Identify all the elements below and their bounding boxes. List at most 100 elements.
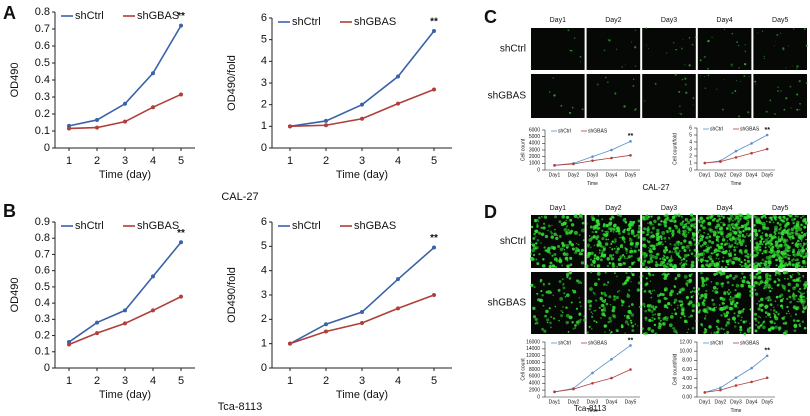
cell-dot	[625, 252, 628, 254]
cell-dot	[680, 264, 685, 269]
cell-dot	[565, 215, 570, 219]
cell-dot	[668, 236, 670, 239]
cell-dot	[678, 112, 680, 115]
cell-dot	[768, 264, 771, 267]
cell-dot	[725, 259, 730, 264]
micrograph	[586, 74, 641, 118]
cell-dot	[730, 63, 733, 66]
cell-dot	[726, 321, 730, 325]
data-point	[629, 344, 632, 347]
cell-dot	[560, 222, 565, 227]
cell-dot	[765, 315, 767, 318]
cell-dot	[727, 263, 730, 266]
legend-label: shCtrl	[710, 126, 723, 132]
cell-dot	[755, 83, 757, 85]
cell-dot	[686, 284, 689, 287]
cell-dot	[621, 254, 625, 257]
legend-label: shGBAS	[740, 340, 760, 346]
cell-dot	[780, 250, 784, 255]
cell-dot	[578, 233, 581, 236]
cell-dot	[627, 232, 631, 236]
cell-dot	[786, 249, 790, 253]
cell-dot	[704, 87, 707, 90]
cell-dot	[689, 248, 691, 250]
cell-dot	[697, 242, 700, 245]
cell-dot	[639, 276, 641, 278]
y-tick-label: 3	[261, 77, 267, 89]
cell-dot	[729, 237, 734, 242]
cell-dot	[733, 246, 736, 249]
cell-dot	[777, 284, 780, 287]
cell-dot	[638, 224, 641, 227]
cell-dot	[779, 243, 783, 248]
cell-dot	[585, 264, 589, 268]
cell-dot	[560, 104, 563, 107]
cell-dot	[595, 255, 600, 260]
cell-dot	[738, 257, 741, 260]
cell-dot	[722, 250, 726, 255]
cell-dot	[770, 326, 773, 329]
cell-dot	[739, 242, 744, 247]
cell-dot	[650, 231, 653, 234]
cell-dot	[641, 230, 645, 234]
cell-dot	[562, 306, 564, 308]
cell-dot	[626, 316, 630, 320]
cell-dot	[734, 289, 737, 292]
cell-dot	[767, 328, 771, 331]
cell-dot	[609, 319, 613, 323]
cell-dot	[757, 262, 761, 266]
cell-dot	[692, 294, 695, 297]
cell-dot	[647, 246, 650, 249]
cell-dot	[648, 290, 652, 293]
y-tick-label: 0.2	[35, 108, 50, 120]
cell-dot	[654, 263, 659, 268]
cell-dot	[535, 258, 538, 261]
cell-dot	[767, 295, 771, 300]
cell-dot	[671, 327, 674, 329]
cell-dot	[707, 244, 709, 246]
cell-dot	[729, 296, 732, 298]
cell-dot	[569, 230, 573, 235]
cell-dot	[603, 324, 607, 328]
cell-dot	[685, 259, 688, 262]
cell-dot	[715, 290, 719, 294]
cell-dot	[768, 277, 770, 280]
cell-dot	[738, 45, 740, 47]
cell-dot	[626, 227, 630, 232]
y-tick-label: 6	[261, 12, 267, 24]
data-point	[151, 71, 155, 76]
data-point	[288, 341, 292, 346]
cell-dot	[781, 284, 784, 287]
cell-dot	[804, 252, 809, 256]
micrograph	[586, 28, 641, 70]
cell-dot	[548, 91, 551, 93]
cell-dot	[781, 257, 784, 260]
cell-dot	[688, 37, 691, 39]
x-axis-label: Time	[731, 408, 742, 414]
cell-dot	[606, 257, 610, 261]
cell-dot	[679, 316, 682, 319]
cell-dot	[581, 108, 584, 111]
cell-dot	[594, 230, 598, 234]
cell-dot	[557, 288, 561, 292]
cell-dot	[805, 238, 807, 241]
cell-dot	[733, 312, 736, 315]
cell-dot	[637, 325, 639, 327]
cell-dot	[745, 254, 748, 257]
y-tick-label: 14000	[526, 346, 540, 352]
data-point	[123, 101, 127, 106]
legend-label: shGBAS	[137, 220, 179, 232]
cell-dot	[789, 231, 793, 236]
cell-dot	[759, 240, 763, 244]
cell-dot	[727, 292, 731, 296]
cell-dot	[588, 304, 592, 308]
significance: **	[628, 337, 634, 344]
cell-dot	[568, 111, 572, 114]
cell-dot	[781, 230, 785, 234]
cell-dot	[784, 321, 788, 325]
cell-dot	[680, 112, 683, 116]
cell-dot	[613, 223, 617, 227]
cell-dot	[629, 238, 633, 242]
cell-dot	[687, 328, 690, 331]
cell-dot	[624, 246, 627, 249]
